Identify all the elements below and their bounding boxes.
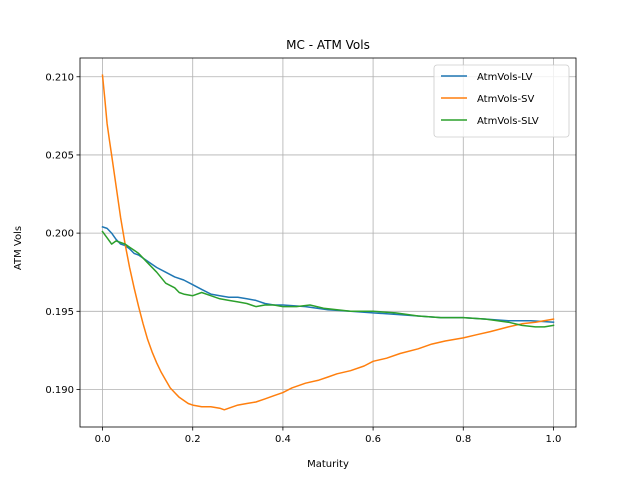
y-tick-label: 0.205: [45, 150, 74, 161]
legend-label-atmvols-sv: AtmVols-SV: [477, 94, 534, 105]
series-line-atmvols-sv: [101, 74, 555, 411]
series-line-atmvols-slv: [101, 230, 555, 328]
y-tick-label: 0.190: [45, 385, 74, 396]
legend-label-atmvols-slv: AtmVols-SLV: [477, 116, 539, 127]
legend: AtmVols-LV AtmVols-SV AtmVols-SLV: [433, 64, 570, 138]
legend-box: [433, 64, 570, 138]
plot-frame: [79, 57, 577, 428]
x-tick-label: 0.2: [185, 434, 201, 445]
x-tick-label: 0.8: [455, 434, 471, 445]
legend-label-atmvols-lv: AtmVols-LV: [477, 72, 533, 83]
chart-title: MC - ATM Vols: [286, 38, 370, 52]
x-tick-label: 0.4: [275, 434, 291, 445]
series-layer: [101, 74, 555, 411]
x-tick-label: 1.0: [546, 434, 562, 445]
x-tick-label: 0.0: [95, 434, 111, 445]
x-axis-label: Maturity: [307, 459, 349, 470]
y-tick-label: 0.195: [45, 307, 74, 318]
y-tick-label: 0.210: [45, 72, 74, 83]
y-tick-label: 0.200: [45, 229, 74, 240]
axis-ticks: 0.0 0.2 0.4 0.6 0.8 1.0 0.190 0.195 0.200 0.205 0.…: [45, 72, 561, 445]
x-tick-label: 0.6: [365, 434, 381, 445]
y-axis-label: ATM Vols: [13, 226, 24, 270]
